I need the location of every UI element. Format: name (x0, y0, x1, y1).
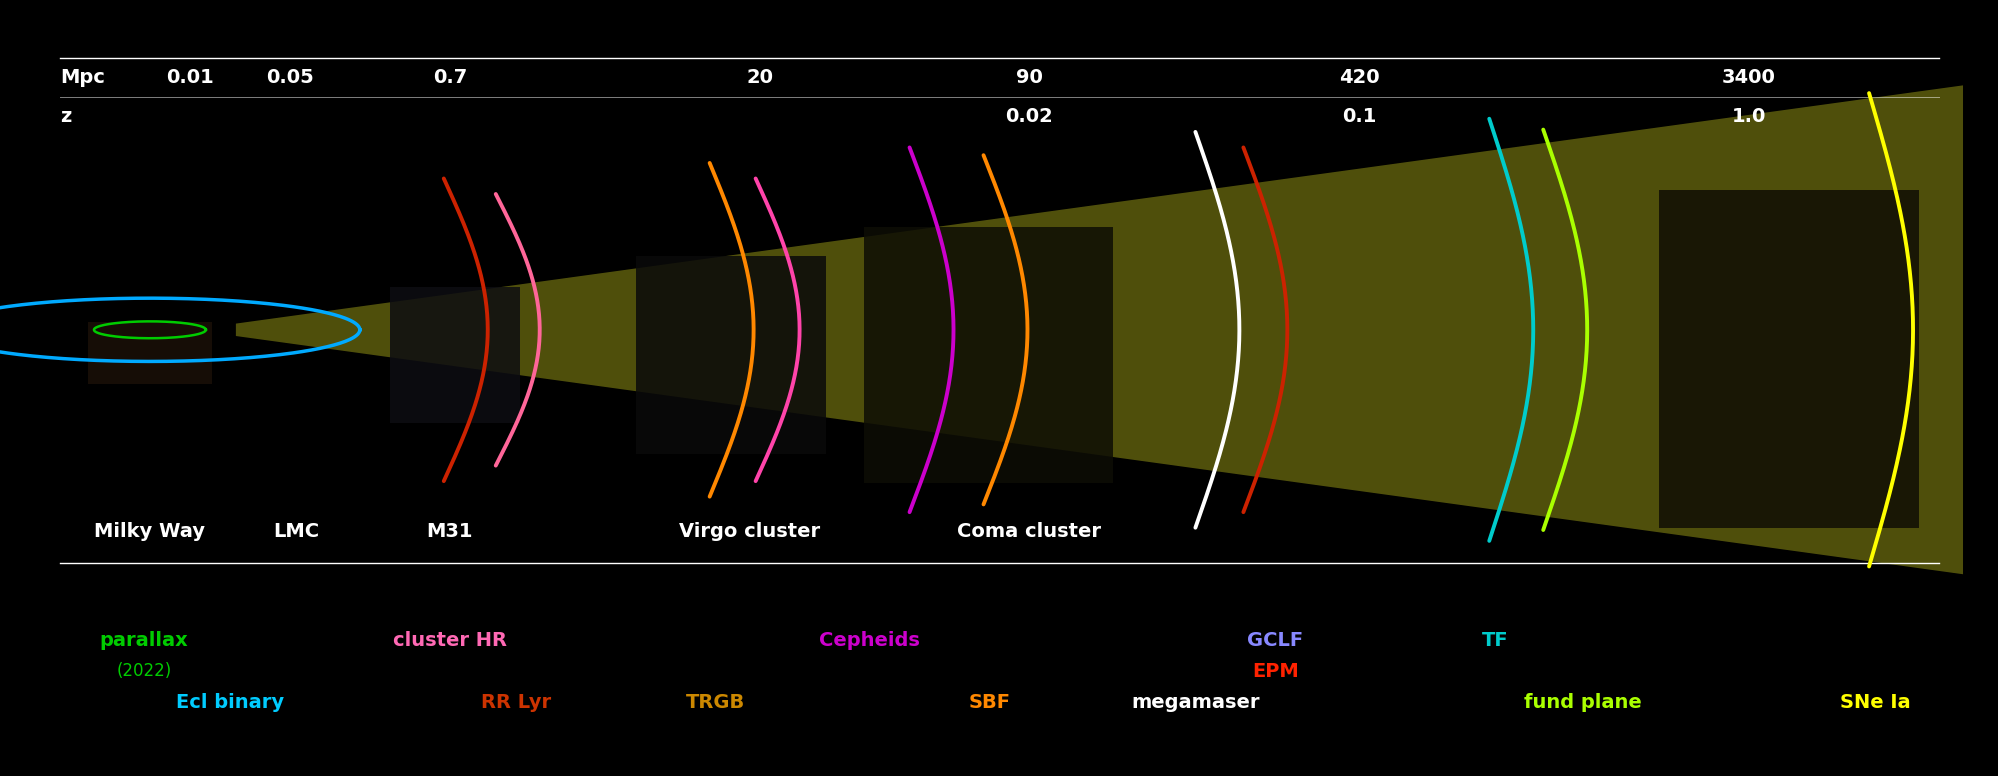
Text: LMC: LMC (272, 522, 320, 541)
Text: Virgo cluster: Virgo cluster (679, 522, 819, 541)
Text: 1.0: 1.0 (1730, 107, 1766, 126)
Text: M31: M31 (426, 522, 474, 541)
Polygon shape (236, 85, 1962, 574)
Bar (88, 322, 212, 384)
Text: 0.7: 0.7 (432, 68, 468, 87)
Text: GCLF: GCLF (1247, 631, 1303, 650)
Text: (2022): (2022) (116, 662, 172, 681)
Text: z: z (60, 107, 72, 126)
Bar (1658, 190, 1918, 528)
Text: 0.1: 0.1 (1341, 107, 1377, 126)
Text: Ecl binary: Ecl binary (176, 693, 284, 712)
Text: Mpc: Mpc (60, 68, 104, 87)
Text: SNe Ia: SNe Ia (1838, 693, 1910, 712)
Text: 20: 20 (745, 68, 773, 87)
Bar (390, 287, 519, 423)
Text: RR Lyr: RR Lyr (480, 693, 551, 712)
Text: 420: 420 (1339, 68, 1379, 87)
Bar (863, 227, 1113, 483)
Text: fund plane: fund plane (1524, 693, 1640, 712)
Text: cluster HR: cluster HR (392, 631, 507, 650)
Text: Cepheids: Cepheids (819, 631, 919, 650)
Text: Milky Way: Milky Way (94, 522, 206, 541)
Text: megamaser: megamaser (1131, 693, 1259, 712)
Text: parallax: parallax (100, 631, 188, 650)
Text: 3400: 3400 (1722, 68, 1774, 87)
Bar (635, 256, 825, 454)
Text: EPM: EPM (1251, 662, 1299, 681)
Text: 0.02: 0.02 (1005, 107, 1053, 126)
Text: 0.05: 0.05 (266, 68, 314, 87)
Text: Coma cluster: Coma cluster (957, 522, 1101, 541)
Text: 0.01: 0.01 (166, 68, 214, 87)
Text: SBF: SBF (967, 693, 1011, 712)
Text: TF: TF (1481, 631, 1508, 650)
Text: 90: 90 (1015, 68, 1043, 87)
Text: TRGB: TRGB (685, 693, 745, 712)
